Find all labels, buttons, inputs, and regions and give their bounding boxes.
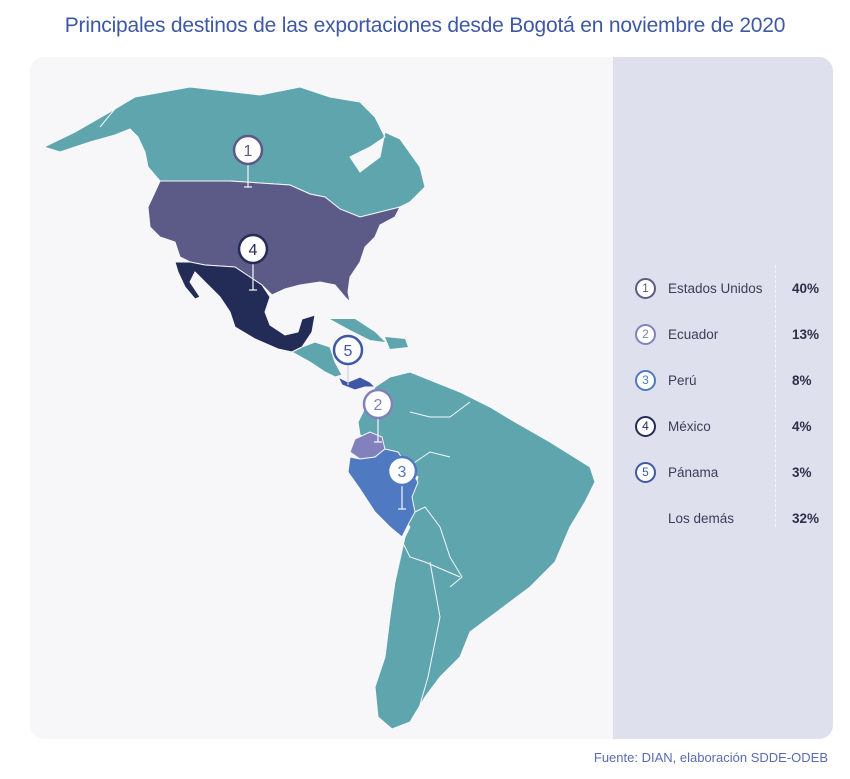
rank-badge: 3 bbox=[635, 369, 656, 391]
source-note: Fuente: DIAN, elaboración SDDE-ODEB bbox=[593, 750, 828, 765]
rank-badge: 4 bbox=[635, 415, 656, 437]
svg-text:1: 1 bbox=[244, 143, 253, 160]
map-title: Principales destinos de las exportacione… bbox=[64, 14, 786, 37]
rank-badge: 2 bbox=[635, 323, 656, 345]
rank-badge: 1 bbox=[635, 277, 656, 299]
marker-3[interactable]: 3 bbox=[386, 455, 418, 510]
legend-share: 3% bbox=[792, 464, 812, 480]
region-panama bbox=[336, 375, 377, 391]
legend-panel: 1 Estados Unidos 40% 2 Ecuador 13% 3 Per… bbox=[613, 57, 833, 739]
legend-item-mexico: 4 México 4% bbox=[635, 403, 825, 449]
region-central-america bbox=[290, 341, 343, 378]
legend-share: 32% bbox=[792, 510, 820, 526]
legend-share: 8% bbox=[792, 372, 812, 388]
svg-text:5: 5 bbox=[344, 343, 353, 360]
legend-country: Estados Unidos bbox=[668, 280, 763, 296]
marker-1[interactable]: 1 bbox=[232, 134, 264, 188]
legend-divider bbox=[775, 265, 776, 527]
svg-text:2: 2 bbox=[374, 397, 383, 414]
legend-country: México bbox=[668, 418, 711, 434]
legend-item-ecuador: 2 Ecuador 13% bbox=[635, 311, 825, 357]
legend-country: Los demás bbox=[668, 510, 735, 526]
legend-country: Pánama bbox=[668, 464, 719, 480]
legend-item-others: Los demás 32% bbox=[635, 495, 825, 541]
legend-share: 4% bbox=[792, 418, 812, 434]
rank-badge: 5 bbox=[635, 461, 656, 483]
marker-5[interactable]: 5 bbox=[332, 334, 364, 385]
legend-share: 40% bbox=[792, 280, 820, 296]
marker-4[interactable]: 4 bbox=[237, 233, 269, 291]
region-united-states bbox=[147, 180, 401, 304]
legend: 1 Estados Unidos 40% 2 Ecuador 13% 3 Per… bbox=[635, 265, 825, 541]
legend-item-estados-unidos: 1 Estados Unidos 40% bbox=[635, 265, 825, 311]
region-caribbean bbox=[330, 319, 408, 349]
legend-country: Ecuador bbox=[668, 326, 719, 342]
region-south-america bbox=[357, 371, 596, 730]
map-card: 1 4 5 2 3 1 bbox=[30, 57, 833, 739]
svg-text:3: 3 bbox=[398, 464, 407, 481]
legend-share: 13% bbox=[792, 326, 820, 342]
legend-country: Perú bbox=[668, 372, 697, 388]
legend-item-peru: 3 Perú 8% bbox=[635, 357, 825, 403]
marker-2[interactable]: 2 bbox=[362, 388, 394, 443]
svg-text:4: 4 bbox=[249, 242, 258, 259]
legend-item-panama: 5 Pánama 3% bbox=[635, 449, 825, 495]
americas-map: 1 4 5 2 3 bbox=[42, 86, 596, 730]
